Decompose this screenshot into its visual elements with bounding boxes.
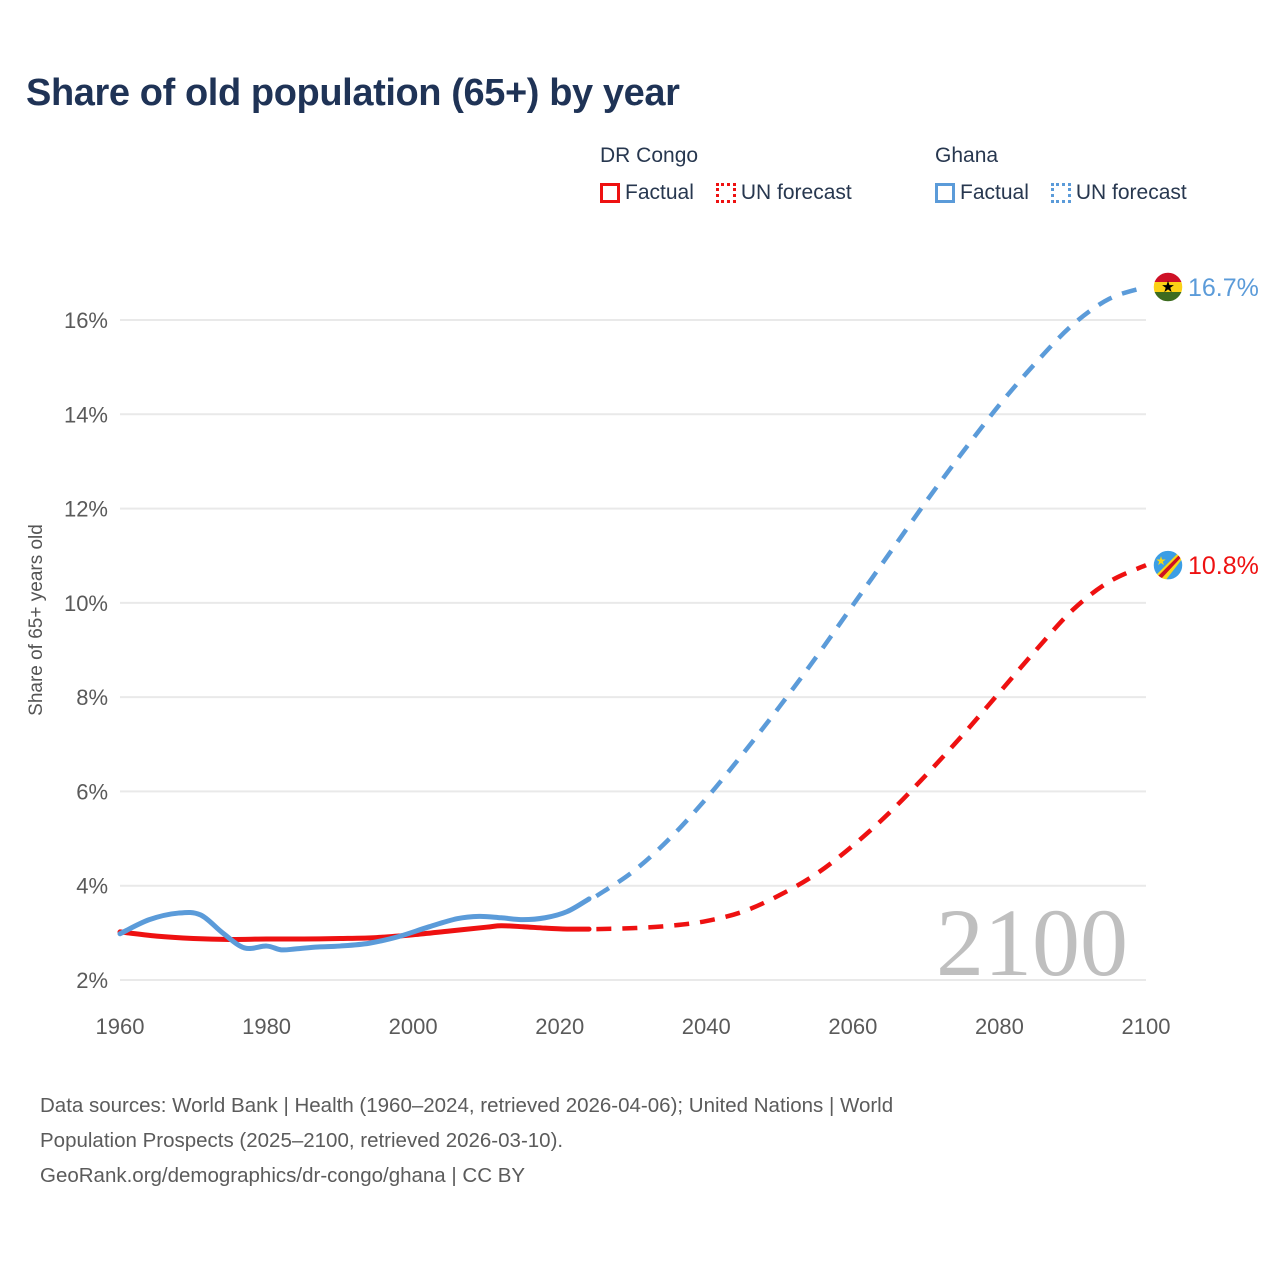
footer-line-1: Data sources: World Bank | Health (1960–… [40,1094,894,1117]
legend-series-name-dr-congo: DR Congo [600,144,699,167]
legend-entries-dr-congo: Factual UN forecast [600,181,852,205]
end-label-dr-congo: 10.8% [1188,552,1259,580]
series-line-factual-dr-congo [117,923,592,942]
y-tick-label: 12% [64,497,108,522]
legend-label-dr-congo-forecast: UN forecast [740,181,852,204]
legend-swatch-dotted-icon [715,183,736,203]
legend-group-dr-congo: DR Congo Factual UN forecast [600,144,852,205]
legend-label-dr-congo-factual: Factual [625,181,694,204]
gridlines [120,319,1146,981]
legend-item-dr-congo-forecast[interactable]: UN forecast [715,181,852,205]
y-tick-label: 14% [64,402,108,427]
footer-line-2: Population Prospects (2025–2100, retriev… [40,1129,564,1152]
y-tick-label: 2% [76,968,108,993]
legend-swatch-solid-icon [935,183,955,203]
x-tick-label: 2060 [828,1014,877,1039]
y-axis-title: Share of 65+ years old [26,524,47,716]
end-label-ghana: 16.7% [1188,274,1259,302]
y-tick-label: 10% [64,591,108,616]
ghana-flag-icon [1152,271,1184,303]
legend-swatch-dotted-icon [1050,183,1071,203]
legend-item-dr-congo-factual[interactable]: Factual [600,181,694,205]
legend-swatch-solid-icon [600,183,620,203]
legend-label-ghana-factual: Factual [960,181,1029,204]
chart-legend: DR Congo Factual UN forecast Ghana Factu… [600,144,1260,224]
y-tick-label: 8% [76,685,108,710]
series-line-forecast-ghana [595,284,1147,898]
end-markers: 16.7% 10.8% [1152,271,1259,581]
series-line-factual-ghana [117,896,592,953]
y-tick-label: 4% [76,874,108,899]
x-tick-label: 2020 [535,1014,584,1039]
legend-series-name-ghana: Ghana [935,144,999,167]
y-tick-label: 16% [64,308,108,333]
footer-sources: Data sources: World Bank | Health (1960–… [40,1088,1200,1193]
x-tick-label: 1960 [96,1014,145,1039]
watermark-year: 2100 [936,889,1128,996]
x-tick-label: 1980 [242,1014,291,1039]
legend-item-ghana-forecast[interactable]: UN forecast [1050,181,1187,205]
x-tick-label: 2080 [975,1014,1024,1039]
legend-entries-ghana: Factual UN forecast [935,181,1187,205]
legend-label-ghana-forecast: UN forecast [1075,181,1187,204]
y-tick-label: 6% [76,779,108,804]
series-lines [117,284,1147,953]
page-title: Share of old population (65+) by year [26,72,680,114]
dr-congo-flag-icon [1152,549,1184,581]
series-line-forecast-dr-congo [596,563,1147,932]
y-axis-tick-labels: 2% 4% 6% 8% 10% 12% 14% 16% [64,308,108,993]
x-tick-label: 2040 [682,1014,731,1039]
footer-line-3: GeoRank.org/demographics/dr-congo/ghana … [40,1164,526,1187]
legend-group-ghana: Ghana Factual UN forecast [935,144,1187,205]
x-axis-tick-labels: 1960 1980 2000 2020 2040 2060 2080 2100 [96,1014,1171,1039]
x-tick-label: 2100 [1122,1014,1171,1039]
legend-item-ghana-factual[interactable]: Factual [935,181,1029,205]
x-tick-label: 2000 [389,1014,438,1039]
